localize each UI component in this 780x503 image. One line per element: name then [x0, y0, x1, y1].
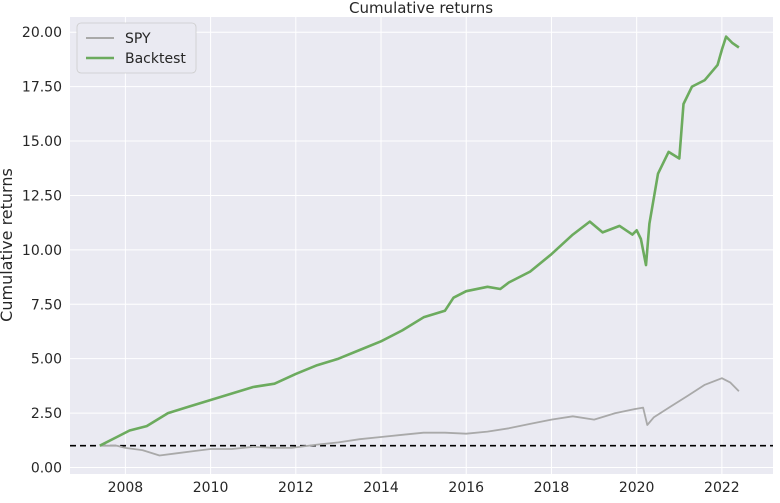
x-tick-label: 2010 [193, 480, 229, 496]
y-tick-label: 2.50 [31, 406, 62, 422]
x-tick-label: 2016 [448, 480, 484, 496]
x-tick-label: 2018 [534, 480, 570, 496]
y-tick-label: 0.00 [31, 460, 62, 476]
y-tick-label: 17.50 [22, 80, 62, 96]
legend-label-backtest: Backtest [125, 51, 186, 67]
x-tick-label: 2012 [278, 480, 314, 496]
series-lines [99, 35, 740, 457]
y-tick-label: 12.50 [22, 188, 62, 204]
x-tick-label: 2022 [704, 480, 740, 496]
y-tick-label: 20.00 [22, 25, 62, 41]
legend-box [76, 22, 197, 74]
legend: SPY Backtest [76, 22, 197, 74]
series-line-backtest [99, 35, 740, 447]
legend-label-spy: SPY [125, 31, 151, 47]
y-axis-label: Cumulative returns [0, 168, 16, 322]
plot-area [70, 17, 773, 474]
y-tick-label: 7.50 [31, 297, 62, 313]
grid [70, 17, 773, 474]
x-tick-label: 2008 [108, 480, 144, 496]
y-tick-label: 15.00 [22, 134, 62, 150]
x-tick-label: 2014 [363, 480, 399, 496]
y-tick-label: 5.00 [31, 352, 62, 368]
chart-title: Cumulative returns [349, 0, 493, 17]
x-tick-labels: 2008 2010 2012 2014 2016 2018 2020 2022 [108, 480, 740, 496]
x-tick-label: 2020 [619, 480, 655, 496]
series-line-spy [99, 377, 740, 457]
y-tick-labels: 0.00 2.50 5.00 7.50 10.00 12.50 15.00 17.50 20.0… [22, 25, 62, 476]
y-tick-label: 10.00 [22, 243, 62, 259]
